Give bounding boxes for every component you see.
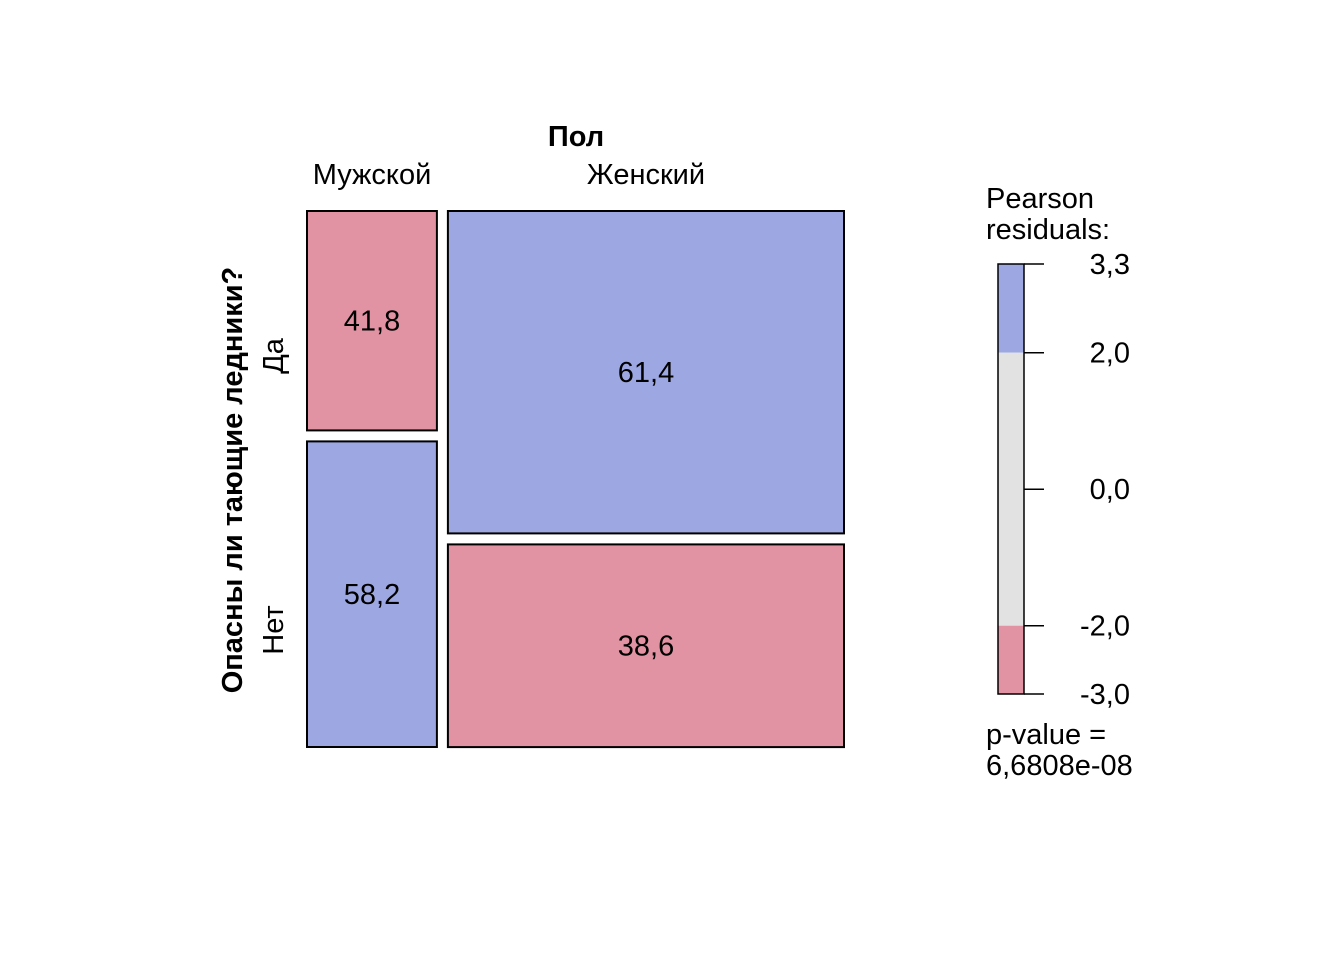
column-label: Женский: [587, 159, 705, 191]
legend-band: [998, 264, 1024, 353]
row-variable-title: Опасны ли тающие ледники?: [217, 267, 249, 694]
legend-tick-label: -3,0: [1080, 679, 1130, 711]
legend-color-bar: [997, 263, 1025, 695]
mosaic-cell-Мужской-Нет: [306, 440, 438, 748]
mosaic-cells: 41,8 58,2 61,4 38,6: [306, 210, 845, 749]
legend-tick-label: 2,0: [1090, 338, 1130, 370]
legend-tick-label: 0,0: [1090, 474, 1130, 506]
row-label: Нет: [258, 605, 290, 654]
cell-value-label: 41,8: [344, 306, 400, 338]
row-labels: Да Нет: [258, 337, 290, 654]
cell-value-label: 61,4: [618, 357, 674, 389]
cell-value-label: 38,6: [618, 631, 674, 663]
legend-ticks: 3,3 2,0 0,0 -2,0 -3,0: [1024, 249, 1130, 711]
column-variable-title: Пол: [548, 121, 604, 153]
legend-title-line2: residuals:: [986, 214, 1110, 246]
mosaic-cell-Женский-Да: [446, 210, 845, 535]
legend-band: [998, 352, 1024, 626]
column-label: Мужской: [313, 159, 432, 191]
column-labels: Мужской Женский: [313, 159, 705, 191]
cell-value-label: 58,2: [344, 579, 400, 611]
p-value-line2: 6,6808e-08: [986, 750, 1133, 782]
legend-bar-border: [997, 263, 1025, 695]
mosaic-cell-Женский-Нет: [446, 543, 845, 749]
legend-tick-label: 3,3: [1090, 249, 1130, 281]
mosaic-cell-Мужской-Да: [306, 210, 438, 432]
residual-legend: Pearson residuals: 3,3 2,0 0,0 -2,0 -3,0 p-v…: [986, 183, 1133, 782]
legend-title-line1: Pearson: [986, 183, 1094, 215]
p-value-line1: p-value =: [986, 719, 1106, 751]
legend-tick-label: -2,0: [1080, 611, 1130, 643]
row-label: Да: [258, 337, 290, 374]
legend-band: [998, 625, 1024, 694]
